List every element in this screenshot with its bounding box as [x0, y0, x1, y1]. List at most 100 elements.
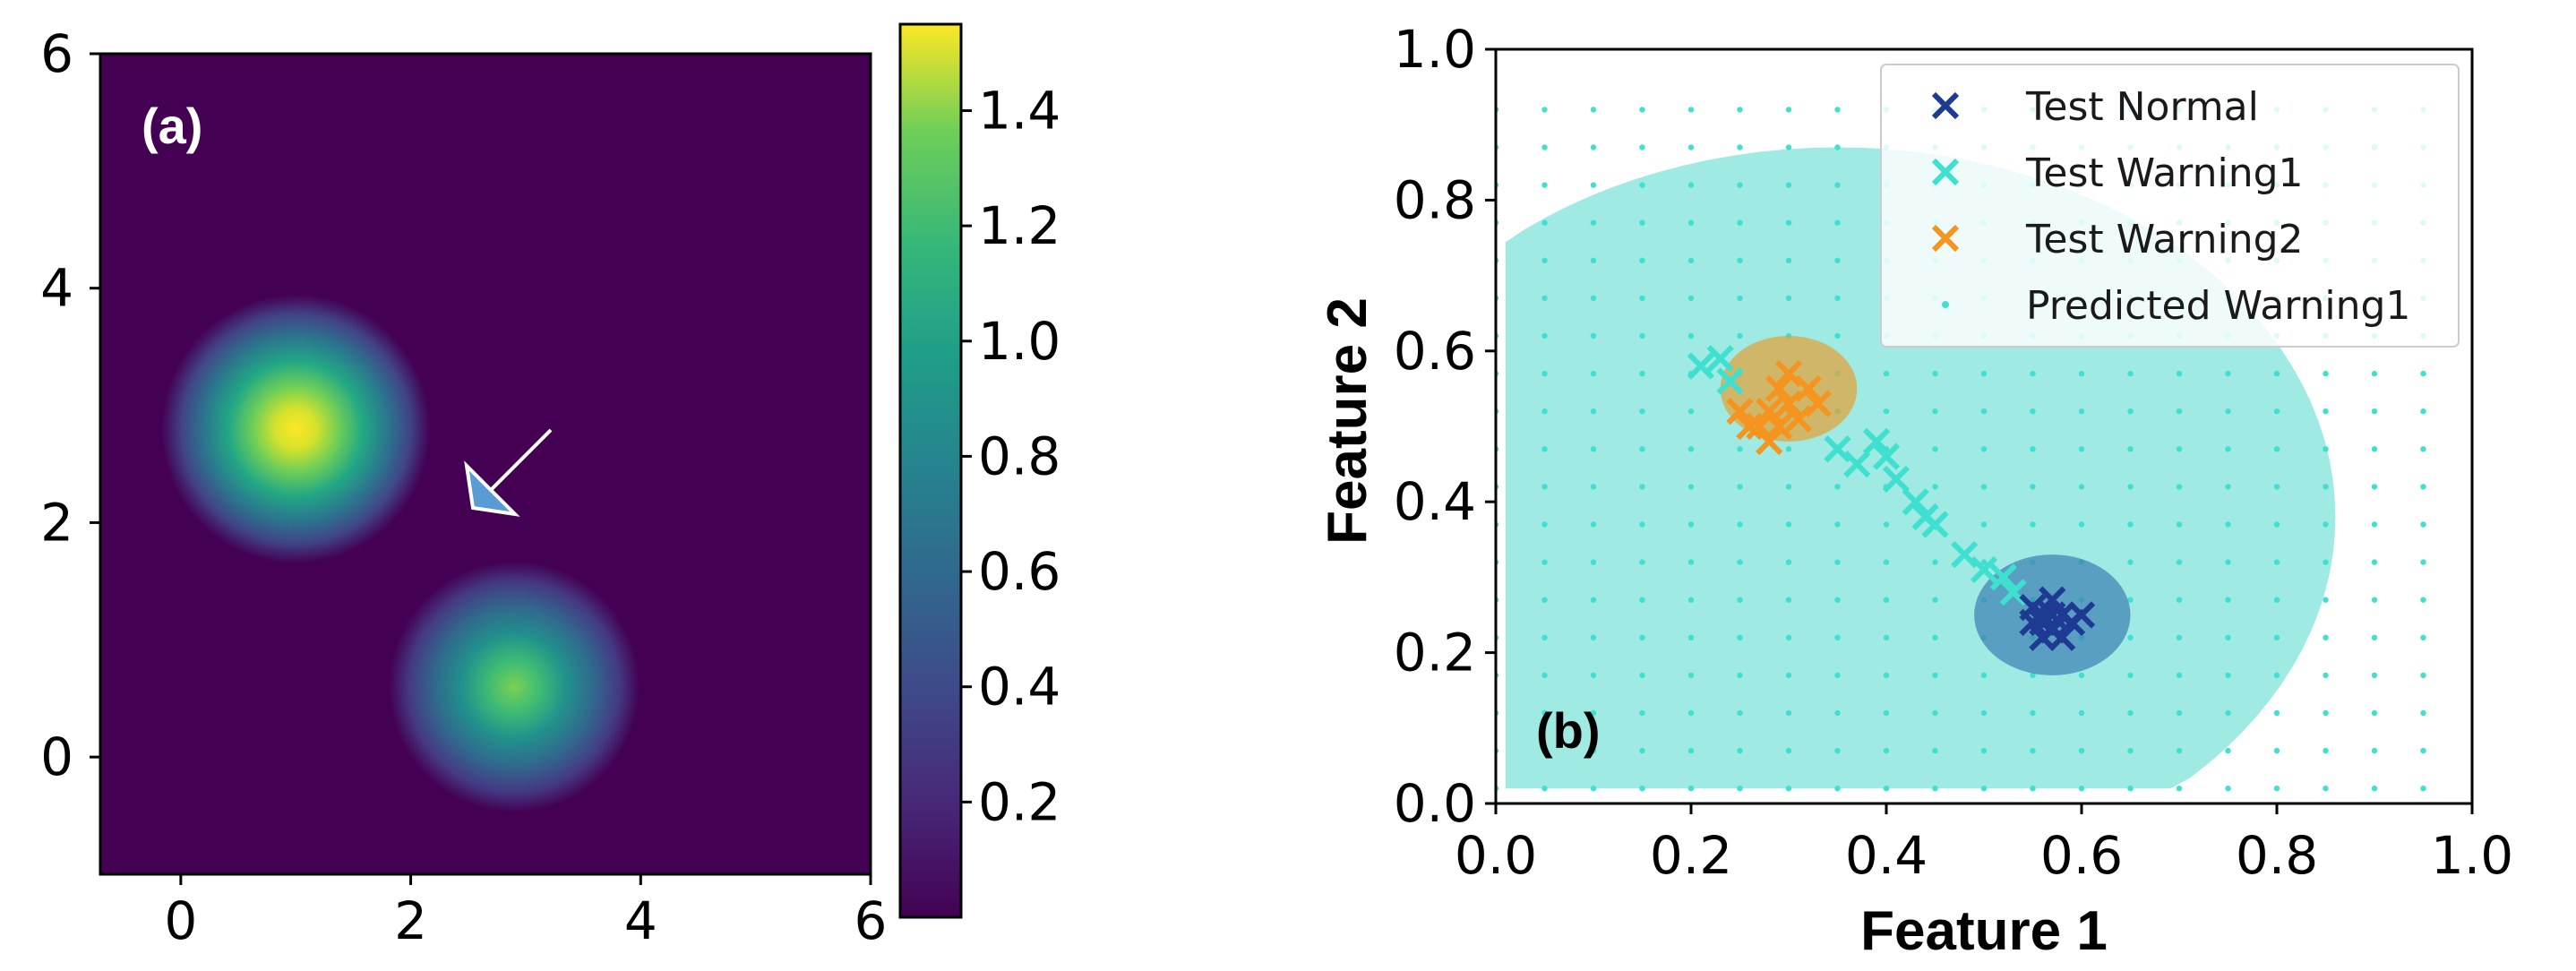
- predicted-dot: [1785, 295, 1792, 302]
- predicted-dot: [1687, 786, 1695, 792]
- test-warning2-marker: [1784, 405, 1813, 433]
- predicted-dot: [2176, 747, 2183, 754]
- colorbar-tick-label: 0.2: [978, 771, 1060, 832]
- predicted-dot: [1590, 484, 1597, 490]
- predicted-dot: [1541, 107, 1548, 113]
- y-tick-label: 1.0: [1394, 19, 1476, 80]
- predicted-dot: [1932, 597, 1938, 603]
- predicted-dot: [1541, 597, 1548, 603]
- legend-marker: [1931, 224, 1960, 253]
- arrow-icon: [464, 428, 553, 517]
- predicted-dot: [2420, 634, 2426, 640]
- predicted-dot: [1834, 709, 1841, 717]
- predicted-dot: [1834, 332, 1841, 339]
- predicted-dot: [2420, 672, 2426, 679]
- predicted-dot: [1834, 672, 1841, 679]
- y-tick-label: 0.6: [1394, 321, 1476, 382]
- predicted-dot: [1785, 257, 1792, 263]
- panel-b-scatter: (b) 0.0 0.2 0.4 0.6 0.8 1.0 0.0 0.2 0.4 0.6 0.8 1.…: [1317, 19, 2513, 962]
- predicted-dot: [2225, 672, 2231, 679]
- predicted-dot: [2323, 521, 2329, 528]
- predicted-dot: [2176, 634, 2183, 640]
- predicted-dot: [1590, 559, 1597, 565]
- predicted-dot: [1687, 634, 1695, 640]
- y-tick-label: 0: [40, 726, 73, 787]
- predicted-dot: [1737, 107, 1743, 113]
- test-warning2-marker: [1746, 412, 1773, 441]
- predicted-dot: [1639, 144, 1645, 150]
- predicted-dot: [1541, 219, 1548, 226]
- predicted-dot: [1737, 786, 1743, 792]
- predicted-dot: [1541, 332, 1548, 339]
- test-warning2-marker: [1726, 398, 1754, 425]
- predicted-dot: [1785, 484, 1792, 490]
- predicted-dot: [1687, 446, 1695, 452]
- predicted-dot: [2127, 408, 2134, 415]
- x-tick-label: 0.0: [1455, 825, 1537, 886]
- predicted-dot: [1980, 446, 1988, 452]
- predicted-dot: [2127, 370, 2134, 377]
- predicted-dot: [2225, 559, 2231, 565]
- predicted-dot: [2371, 446, 2378, 452]
- predicted-dot: [1541, 257, 1548, 263]
- test-warning2-marker: [1804, 390, 1832, 417]
- predicted-dot: [2323, 484, 2329, 490]
- predicted-dot: [2078, 786, 2085, 792]
- test-warning1-marker: [1716, 367, 1744, 395]
- test-normal-marker: [2067, 601, 2096, 629]
- heatmap-frame: [99, 52, 872, 876]
- predicted-dot: [1785, 634, 1792, 640]
- predicted-dot: [2323, 786, 2329, 792]
- x-tick-label: 0.4: [1845, 825, 1928, 886]
- predicted-dot: [1541, 559, 1548, 565]
- predicted-dot: [1932, 446, 1938, 452]
- x-tick-label: 6: [854, 890, 888, 951]
- predicted-dot: [2078, 521, 2085, 528]
- predicted-dot: [2420, 521, 2426, 528]
- predicted-dot: [2273, 484, 2280, 490]
- predicted-dot: [1590, 521, 1597, 528]
- predicted-dot: [1687, 484, 1695, 490]
- predicted-dot: [2030, 370, 2036, 377]
- x-tick-label: 2: [394, 890, 427, 951]
- predicted-dot: [1737, 219, 1743, 226]
- predicted-dot: [2273, 672, 2280, 679]
- y-tick-label: 4: [40, 258, 73, 319]
- predicted-dot: [1980, 408, 1988, 415]
- predicted-dot: [1785, 219, 1792, 226]
- heatmap-x-ticks: 0 2 4 6: [164, 874, 887, 951]
- test-warning1-marker: [1989, 563, 2017, 591]
- predicted-dot: [2176, 786, 2183, 792]
- panel-label-b: (b): [1536, 702, 1601, 759]
- panel-label-a: (a): [142, 98, 202, 154]
- predicted-dot: [2078, 672, 2085, 679]
- predicted-dot: [1785, 144, 1792, 150]
- predicted-dot: [2176, 521, 2183, 528]
- scatter-series: [1687, 345, 2096, 651]
- predicted-dot: [2176, 408, 2183, 415]
- predicted-dot: [2127, 559, 2134, 565]
- predicted-dot: [1883, 672, 1890, 679]
- predicted-dot: [1785, 597, 1792, 603]
- predicted-dot: [1590, 257, 1597, 263]
- predicted-dot: [1785, 446, 1792, 452]
- y-axis-label: Feature 2: [1317, 297, 1378, 545]
- predicted-dot: [1687, 709, 1695, 717]
- predicted-dot: [2420, 709, 2426, 717]
- predicted-dot: [1834, 182, 1841, 188]
- predicted-dot: [1639, 257, 1645, 263]
- legend-marker: [1931, 158, 1960, 186]
- predicted-dot: [2127, 672, 2134, 679]
- predicted-dot: [2030, 672, 2036, 679]
- predicted-dot: [1687, 219, 1695, 226]
- predicted-dot: [2420, 484, 2426, 490]
- predicted-dot: [1785, 521, 1792, 528]
- predicted-dot: [1737, 257, 1743, 263]
- x-tick-label: 0: [164, 890, 197, 951]
- colorbar-tick-label: 0.8: [978, 425, 1060, 486]
- predicted-dot: [1834, 597, 1841, 603]
- predicted-dot: [1639, 484, 1645, 490]
- y-tick-label: 0.4: [1394, 471, 1476, 532]
- predicted-dot: [1590, 786, 1597, 792]
- predicted-dot: [2176, 370, 2183, 377]
